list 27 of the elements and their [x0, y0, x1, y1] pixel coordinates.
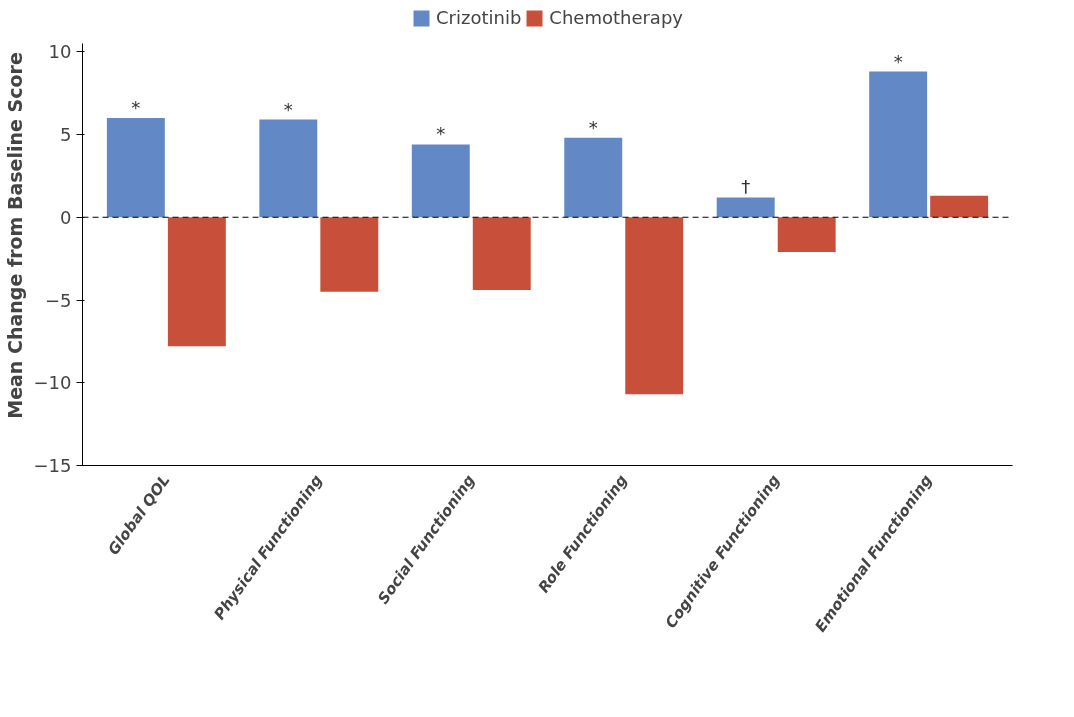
y-tick-label: −10 — [33, 372, 72, 394]
y-tick-label: 0 — [60, 206, 72, 228]
legend-label: Crizotinib — [436, 7, 522, 28]
y-axis-title: Mean Change from Baseline Score — [3, 52, 26, 419]
y-tick-label: −5 — [44, 289, 72, 311]
bar — [716, 197, 775, 218]
bar — [106, 117, 165, 218]
annotation: † — [741, 176, 751, 198]
legend-label: Chemotherapy — [549, 7, 683, 28]
bar — [564, 137, 623, 218]
annotation: * — [283, 98, 293, 120]
annotation: * — [588, 116, 598, 138]
annotation: * — [436, 123, 446, 145]
bar — [930, 195, 989, 218]
bar — [777, 217, 836, 253]
bar — [320, 217, 379, 292]
bar — [411, 144, 470, 218]
bar — [259, 119, 318, 218]
y-tick-label: 10 — [48, 41, 72, 63]
y-tick-label: −15 — [33, 455, 72, 476]
annotation: * — [893, 50, 903, 72]
annotation: * — [131, 96, 141, 118]
bar — [869, 71, 928, 218]
bar — [625, 217, 684, 395]
y-tick-label: 5 — [60, 124, 72, 146]
bar — [472, 217, 531, 291]
bar — [167, 217, 226, 347]
